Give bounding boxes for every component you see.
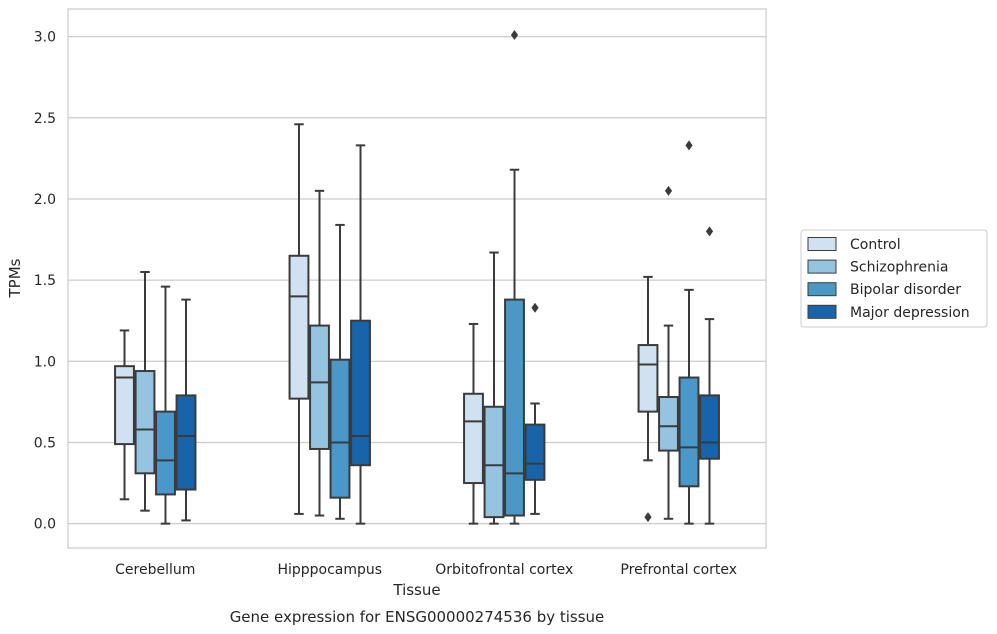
box-body	[524, 423, 546, 481]
chart-caption: Gene expression for ENSG00000274536 by t…	[230, 608, 605, 626]
box-body	[699, 394, 720, 460]
boxes	[114, 29, 720, 525]
outlier-marker	[685, 140, 693, 151]
box-body	[309, 324, 330, 450]
legend-label: Bipolar disorder	[850, 282, 961, 298]
box-0-0	[114, 329, 135, 501]
box-1-0	[288, 123, 310, 515]
plot-frame	[67, 8, 767, 549]
box-2-2	[504, 29, 525, 525]
legend-swatch	[807, 282, 837, 297]
outlier-marker	[531, 302, 539, 313]
box-2-0	[463, 322, 484, 525]
legend-label: Major depression	[850, 305, 970, 321]
outlier-marker	[644, 512, 652, 523]
box-0-1	[134, 271, 156, 512]
box-body	[288, 254, 310, 400]
box-body	[175, 394, 197, 491]
legend-frame	[800, 229, 988, 328]
outlier-marker	[664, 185, 673, 196]
box-body	[463, 392, 484, 485]
box-body	[637, 344, 659, 413]
y-tick-label: 1.0	[34, 354, 56, 370]
y-axis-label: TPMs	[6, 258, 24, 298]
box-body	[483, 405, 505, 519]
x-tick-label: Cerebellum	[115, 562, 195, 578]
box-body	[504, 298, 525, 517]
box-3-2	[678, 140, 700, 525]
outlier-marker	[510, 29, 519, 40]
x-tick-label: Prefrontal cortex	[620, 562, 737, 578]
box-body	[658, 396, 679, 452]
box-3-0	[637, 275, 659, 523]
box-1-2	[329, 223, 351, 520]
legend-label: Control	[850, 237, 901, 253]
box-body	[134, 370, 156, 475]
legend-swatch	[807, 304, 837, 319]
x-tick-label: Orbitofrontal cortex	[435, 562, 573, 578]
legend-swatch	[807, 259, 837, 274]
legend-swatch	[807, 237, 837, 251]
y-tick-label: 0.0	[34, 517, 56, 533]
y-tick-label: 3.0	[34, 30, 56, 46]
y-tick-label: 0.5	[34, 435, 56, 451]
tick-labels: 0.0 0.5 1.0 1.5 2.0 2.5 3.0 Cerebellum Hipppocam…	[34, 30, 737, 578]
outlier-marker	[705, 226, 714, 237]
box-2-1	[483, 251, 505, 525]
x-axis-label: Tissue	[392, 581, 440, 599]
box-1-3	[350, 144, 371, 525]
y-tick-label: 2.5	[34, 111, 56, 127]
box-body	[350, 319, 371, 467]
box-body	[155, 410, 176, 496]
box-body	[329, 358, 351, 499]
y-tick-label: 1.5	[34, 273, 56, 289]
legend-label: Schizophrenia	[850, 260, 948, 276]
box-0-2	[155, 285, 176, 525]
box-1-1	[309, 189, 330, 517]
x-tick-label: Hipppocampus	[277, 562, 382, 578]
box-0-3	[175, 298, 197, 522]
box-body	[678, 376, 700, 488]
legend: Control Schizophrenia Bipolar disorder Majo…	[800, 229, 988, 328]
box-2-3	[524, 302, 546, 515]
box-3-3	[699, 226, 720, 525]
box-body	[114, 365, 135, 446]
y-tick-label: 2.0	[34, 192, 56, 208]
box-3-1	[658, 185, 679, 520]
